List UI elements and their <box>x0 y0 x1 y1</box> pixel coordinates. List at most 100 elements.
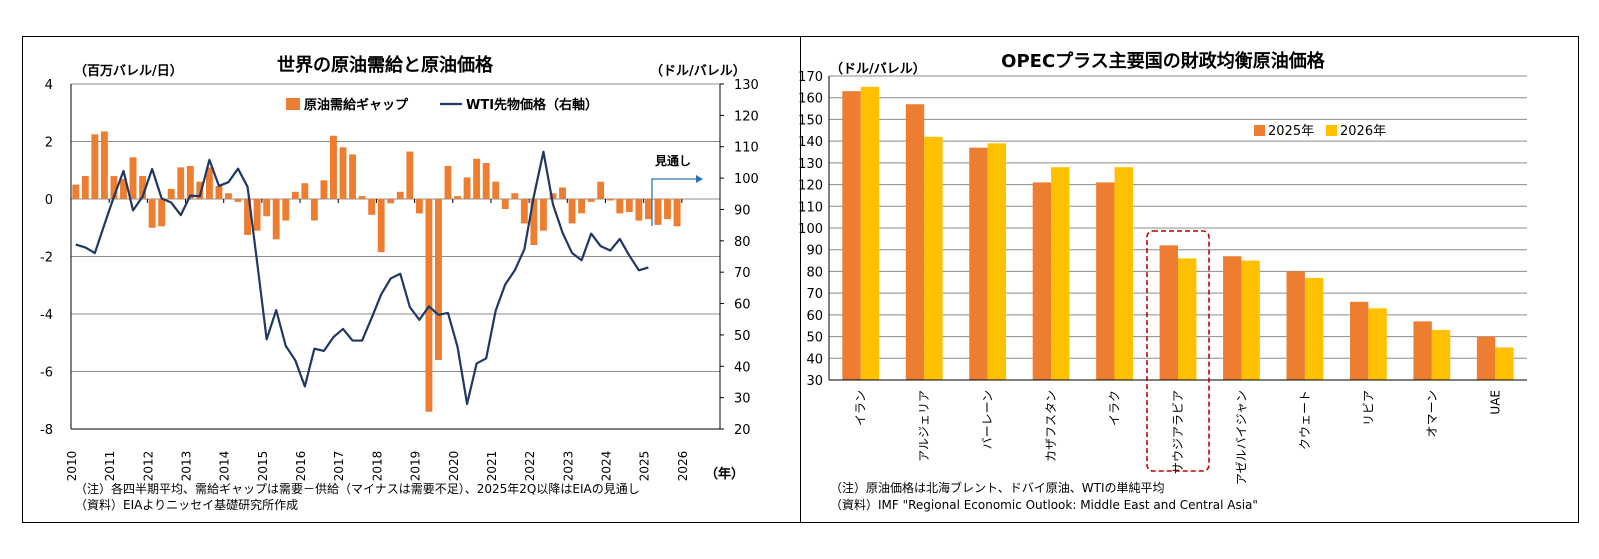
y-tick-label: 150 <box>798 113 823 128</box>
forecast-label: 見通し <box>654 153 691 168</box>
gap-bar <box>673 199 681 227</box>
gap-bar <box>91 134 99 199</box>
right-tick-label: 120 <box>734 109 759 124</box>
x-tick-label: 2011 <box>103 451 117 482</box>
breakeven-bars <box>842 86 1514 381</box>
y-tick-label: 40 <box>806 352 823 367</box>
gap-bar <box>664 199 671 220</box>
bar-2026年 <box>1368 308 1387 380</box>
category-label: UAE <box>1488 390 1502 415</box>
bar-2025年 <box>1223 256 1242 380</box>
bar-2026年 <box>1241 260 1260 380</box>
legend-swatch-2026 <box>1326 125 1337 136</box>
gap-bar <box>568 199 576 224</box>
right-axis-unit: （ドル/バレル） <box>650 63 746 79</box>
bar-2026年 <box>1304 277 1324 380</box>
gap-bar <box>625 199 633 212</box>
right-y-tick-labels: 170 160 150 140 130 120 110 100 90 80 70 60 50 40 30 <box>798 70 823 389</box>
gap-bar <box>72 184 80 200</box>
x-tick-label: 2017 <box>332 451 346 482</box>
gap-bar <box>482 163 490 199</box>
left-y-tick-labels: 4 2 0 -2 -4 -6 -8 <box>40 78 53 438</box>
right-note: （注）原油価格は北海ブレント、ドバイ原油、WTIの単純平均 <box>830 480 1165 495</box>
gap-bar <box>435 199 442 360</box>
bar-2025年 <box>1096 182 1115 380</box>
gap-bar <box>549 193 557 199</box>
x-tick-labels: 2010 2011 2012 2013 2014 2015 2016 2017 2018 2019… <box>65 451 690 482</box>
y-tick-label: 100 <box>798 222 823 237</box>
right-tick-label: 60 <box>734 298 751 313</box>
x-tick-label: 2016 <box>294 451 308 482</box>
y-tick-label: 110 <box>798 200 823 215</box>
right-tick-label: 70 <box>734 266 751 281</box>
right-tick-label: 40 <box>734 360 751 375</box>
x-tick-label: 2023 <box>561 451 575 482</box>
gap-bar <box>463 177 471 199</box>
bar-2025年 <box>1286 271 1305 380</box>
bar-2026年 <box>924 136 943 380</box>
gap-bar <box>339 147 347 199</box>
gap-bar <box>158 199 166 227</box>
gap-bar <box>501 199 509 210</box>
y-tick-label: 130 <box>798 157 823 172</box>
bar-2026年 <box>1114 167 1133 380</box>
gap-bar <box>587 199 595 202</box>
gap-bar <box>81 176 89 199</box>
gap-bar <box>616 199 624 214</box>
gap-bar <box>415 199 423 214</box>
gap-bar <box>454 196 461 200</box>
saudi-highlight-box <box>1146 230 1210 472</box>
x-tick-label: 2018 <box>370 451 384 482</box>
forecast-arrow-icon <box>696 175 703 183</box>
bar-2026年 <box>1431 330 1451 380</box>
gap-bar <box>225 193 232 199</box>
gap-bar <box>406 151 414 199</box>
right-tick-label: 100 <box>734 172 759 187</box>
gap-bar <box>358 196 366 200</box>
left-note: （注）各四半期平均、需給ギャップは需要－供給（マイナスは需要不足）、2025年2… <box>75 481 640 496</box>
category-label: リビア <box>1361 390 1375 426</box>
gap-bar <box>511 193 519 199</box>
right-tick-label: 20 <box>734 423 751 438</box>
category-label: イラン <box>854 390 868 426</box>
y-tick-label: 120 <box>798 179 823 194</box>
y-tick-label: 170 <box>798 70 823 85</box>
left-tick-label: 4 <box>45 78 53 93</box>
right-tick-label: 80 <box>734 235 751 250</box>
gap-bar <box>520 199 528 224</box>
gap-bar <box>644 199 652 220</box>
gap-bar <box>263 199 271 217</box>
gap-bar <box>387 199 395 204</box>
right-tick-label: 130 <box>734 78 759 93</box>
gap-bar <box>244 199 251 235</box>
category-label: バーレーン <box>981 390 995 449</box>
category-label: イラク <box>1108 390 1122 426</box>
gap-bar <box>559 187 566 199</box>
gap-bar <box>205 167 213 200</box>
bar-2026年 <box>1495 347 1514 380</box>
gap-bar <box>100 131 108 199</box>
y-tick-label: 30 <box>806 374 823 389</box>
gap-bar <box>310 199 318 221</box>
gap-bar <box>215 186 223 199</box>
gap-bar <box>234 199 242 202</box>
bar-2026年 <box>1051 167 1070 380</box>
legend-label-gap: 原油需給ギャップ <box>304 97 409 113</box>
left-chart-title: 世界の原油需給と原油価格 <box>277 54 494 76</box>
right-tick-label: 90 <box>734 203 751 218</box>
gap-bar <box>139 176 147 199</box>
gap-bar <box>606 199 614 201</box>
gap-bar <box>530 199 538 245</box>
left-tick-label: -4 <box>40 308 53 323</box>
legend-swatch-gap <box>286 98 300 110</box>
category-label: アゼルバイジャン <box>1234 390 1248 485</box>
y-tick-label: 160 <box>798 92 823 107</box>
right-y-tick-labels: 130 120 110 100 90 80 70 60 50 40 30 20 <box>734 78 759 438</box>
gap-bar <box>291 191 299 199</box>
gap-bar <box>330 135 337 199</box>
left-tick-label: 2 <box>45 136 53 151</box>
right-source: （資料）IMF "Regional Economic Outlook: Midd… <box>830 498 1258 512</box>
legend-swatch-2025 <box>1254 125 1265 136</box>
bar-2025年 <box>1159 245 1178 380</box>
gap-bar <box>349 154 356 199</box>
